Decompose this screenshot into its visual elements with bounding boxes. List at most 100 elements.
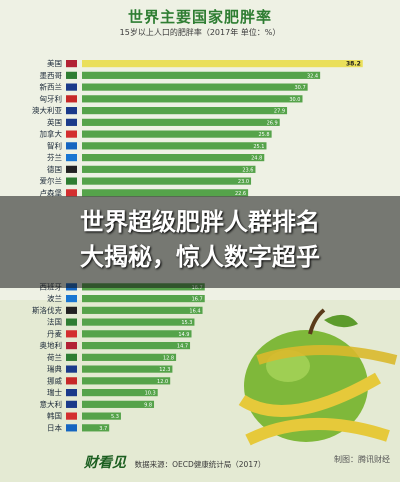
headline-line-2: 大揭秘，惊人数字超乎: [80, 243, 320, 271]
country-flag-icon: [66, 377, 77, 385]
bar: [82, 83, 308, 91]
data-label: 25.8: [258, 132, 269, 138]
category-label: 奥地利: [40, 340, 63, 350]
category-label: 瑞士: [47, 387, 62, 397]
country-flag-icon: [66, 130, 77, 138]
data-label: 14.7: [177, 344, 188, 350]
category-label: 爱尔兰: [40, 176, 63, 186]
category-label: 意大利: [40, 399, 63, 409]
bar: [82, 424, 110, 432]
data-label: 12.8: [163, 355, 174, 361]
data-label: 12.0: [157, 379, 168, 385]
data-label: 30.7: [295, 85, 306, 91]
brand-logo-text: 财看见: [84, 455, 126, 471]
category-label: 匈牙利: [40, 93, 63, 103]
data-label: 25.1: [253, 144, 264, 150]
watermark-text: 腾讯财经: [358, 455, 390, 464]
data-source: 数据来源：OECD健康统计局（2017）: [134, 460, 266, 469]
country-flag-icon: [66, 400, 77, 408]
country-flag-icon: [66, 95, 77, 103]
data-label: 15.3: [181, 320, 192, 326]
apple-measuring-tape-image: [238, 308, 398, 446]
chart-subtitle: 15岁以上人口的肥胖率（2017年 单位：%）: [119, 28, 281, 37]
data-label: 9.8: [144, 402, 152, 408]
data-label: 23.6: [242, 167, 253, 173]
country-flag-icon: [66, 342, 77, 350]
category-label: 日本: [47, 422, 62, 432]
category-label: 新西兰: [40, 82, 63, 92]
country-flag-icon: [66, 389, 77, 397]
bar: [82, 389, 158, 397]
bar: [82, 306, 203, 314]
bar: [82, 318, 195, 326]
country-flag-icon: [66, 165, 77, 173]
data-label: 22.6: [235, 191, 246, 197]
country-flag-icon: [66, 118, 77, 126]
bar: [82, 189, 249, 197]
country-flag-icon: [66, 60, 77, 68]
bar: [82, 142, 267, 150]
data-label: 26.9: [267, 120, 278, 126]
category-label: 墨西哥: [40, 71, 63, 80]
country-flag-icon: [66, 177, 77, 185]
data-label: 30.0: [289, 97, 300, 103]
country-flag-icon: [66, 424, 77, 432]
bar: [82, 130, 272, 138]
bar: [82, 177, 252, 185]
country-flag-icon: [66, 330, 77, 338]
data-label: 24.8: [251, 156, 262, 162]
country-flag-icon: [66, 306, 77, 314]
bar: [82, 377, 171, 385]
headline-line-1: 世界超级肥胖人群排名: [80, 208, 320, 236]
data-label: 14.9: [178, 332, 189, 338]
data-label: 16.4: [189, 308, 200, 314]
data-label: 23.0: [238, 179, 249, 185]
country-flag-icon: [66, 365, 77, 373]
bar: [82, 400, 155, 408]
country-flag-icon: [66, 142, 77, 150]
country-flag-icon: [66, 318, 77, 326]
country-flag-icon: [66, 71, 77, 79]
country-flag-icon: [66, 107, 77, 115]
category-label: 加拿大: [40, 129, 63, 139]
data-label: 16.7: [192, 297, 203, 303]
country-flag-icon: [66, 295, 77, 303]
category-label: 芬兰: [47, 152, 62, 162]
bar: [82, 60, 363, 68]
bar: [82, 71, 321, 79]
category-label: 德国: [47, 164, 62, 174]
category-label: 波兰: [47, 293, 62, 303]
category-label: 智利: [47, 140, 62, 150]
bar: [82, 118, 280, 126]
category-label: 澳大利亚: [32, 105, 62, 115]
category-label: 挪威: [47, 375, 62, 385]
category-label: 卢森堡: [40, 187, 63, 197]
bar: [82, 353, 177, 361]
category-label: 瑞典: [47, 364, 62, 374]
bar: [82, 330, 192, 338]
category-label: 法国: [47, 317, 62, 327]
country-flag-icon: [66, 154, 77, 162]
country-flag-icon: [66, 83, 77, 91]
watermark-prefix: 制图：: [334, 455, 358, 464]
data-label: 12.3: [159, 367, 170, 373]
country-flag-icon: [66, 353, 77, 361]
bar: [82, 165, 256, 173]
category-label: 英国: [47, 117, 62, 127]
bar: [82, 365, 173, 373]
category-label: 斯洛伐克: [32, 305, 62, 315]
data-label: 32.4: [307, 73, 318, 79]
bar: [82, 295, 205, 303]
category-label: 荷兰: [47, 352, 62, 362]
country-flag-icon: [66, 412, 77, 420]
category-label: 丹麦: [47, 328, 62, 338]
data-label: 10.3: [145, 391, 156, 397]
watermark: 制图：腾讯财经: [334, 454, 390, 465]
headline-banner: [0, 196, 400, 288]
data-label: 5.3: [111, 414, 119, 420]
chart-title: 世界主要国家肥胖率: [127, 8, 272, 26]
bar: [82, 412, 121, 420]
country-flag-icon: [66, 189, 77, 197]
data-label: 3.7: [99, 426, 107, 432]
